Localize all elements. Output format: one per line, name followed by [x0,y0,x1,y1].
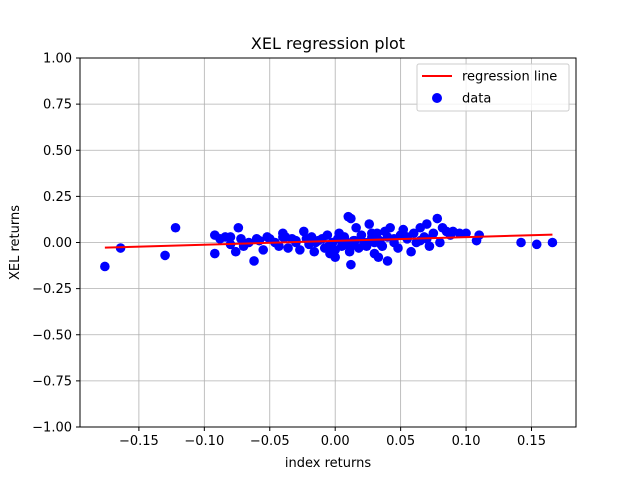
data-point [424,241,435,251]
chart-title: XEL regression plot [251,34,405,53]
data-point [346,259,356,270]
y-tick-label: 1.00 [43,52,72,67]
data-point [351,222,361,233]
data-point [395,230,406,240]
legend-dot-swatch [432,93,442,103]
x-tick-label: 0.00 [321,434,350,449]
data-point [249,256,259,266]
tick-layer: −0.15 −0.10 −0.05 0.00 0.05 0.10 0.15 −1.00 −0.7… [32,52,546,450]
data-point [278,232,288,242]
legend-dot-label: data [462,92,491,107]
data-point [516,237,526,248]
data-point [309,246,320,257]
x-tick-label: −0.10 [184,434,224,449]
data-point [330,245,340,255]
data-point [170,222,181,233]
x-tick-label: −0.05 [250,434,290,449]
data-point [356,230,367,240]
x-tick-label: 0.05 [386,434,415,449]
data-point [291,235,301,246]
x-tick-label: −0.15 [119,434,159,449]
data-point [298,226,309,237]
data-point [233,222,244,233]
data-point [330,252,340,263]
data-point [382,256,393,266]
legend-box [416,63,570,112]
data-point [422,219,432,229]
data-point [461,228,471,239]
x-tick-label: 0.15 [517,434,546,449]
data-point [406,246,416,257]
data-point [346,213,356,224]
data-point [100,261,110,272]
data-point [225,232,236,242]
data-layer [100,211,558,272]
data-point [274,241,284,251]
data-point [160,250,170,261]
data-point [373,252,384,263]
regression-line [104,233,553,249]
data-point [283,243,293,253]
data-point [230,246,241,257]
data-point [336,232,347,242]
data-point [435,237,445,248]
y-axis-label: XEL returns [8,205,23,280]
data-point [295,245,305,255]
legend: regression line data [416,63,570,112]
data-point [258,245,269,255]
data-point [322,230,333,240]
y-tick-label: 0.75 [43,98,72,113]
y-tick-label: 0.50 [43,144,72,159]
x-tick-label: 0.10 [452,434,481,449]
data-point [547,237,558,248]
data-point [432,213,443,224]
data-point [393,243,403,253]
data-point [428,228,439,239]
data-point [209,248,220,259]
data-point [385,222,395,233]
x-axis-label: index returns [285,456,371,471]
data-point [364,219,375,229]
y-tick-label: −0.75 [32,374,72,389]
legend-line-label: regression line [462,70,557,85]
y-tick-label: 0.25 [43,190,72,205]
y-tick-label: −1.00 [32,421,72,436]
y-tick-label: −0.50 [32,328,72,343]
y-tick-label: 0.00 [43,236,72,251]
data-point [236,234,246,244]
data-point [474,230,484,240]
y-tick-label: −0.25 [32,282,72,297]
data-point [531,239,542,250]
data-point [251,234,262,244]
data-point [367,228,377,239]
data-point [310,237,321,248]
data-point [346,241,356,251]
